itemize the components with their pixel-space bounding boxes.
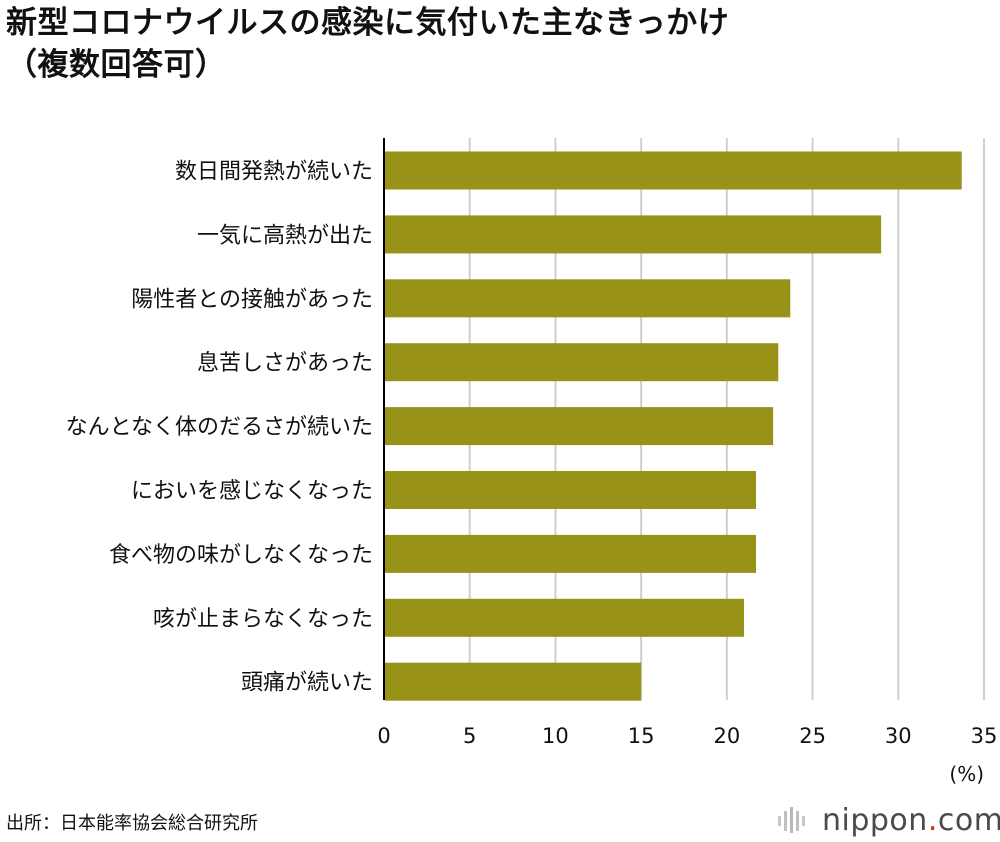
category-label: なんとなく体のだるさが続いた <box>66 415 373 440</box>
category-label: 頭痛が続いた <box>241 671 373 696</box>
x-tick-label: 35 <box>971 724 998 748</box>
bar-chart: 数日間発熱が続いた一気に高熱が出た陽性者との接触があった息苦しさがあったなんとな… <box>66 138 997 786</box>
title-line-2: （複数回答可） <box>6 47 227 83</box>
bar <box>385 598 744 637</box>
category-label: 咳が止まらなくなった <box>153 607 373 632</box>
bar <box>385 662 642 701</box>
category-label: 息苦しさがあった <box>197 351 373 376</box>
x-tick-label: 20 <box>713 724 740 748</box>
bar <box>385 151 962 190</box>
category-label: においを感じなくなった <box>131 479 373 504</box>
bar <box>385 279 791 318</box>
logo-name: nippon <box>822 802 928 838</box>
bar <box>385 471 756 509</box>
x-axis-ticks: 0 5 10 15 20 25 30 35 <box>377 724 997 748</box>
x-tick-label: 10 <box>542 724 569 748</box>
x-tick-label: 0 <box>377 724 390 748</box>
nippon-com-logo: nippon.com <box>776 800 1000 840</box>
chart-title: 新型コロナウイルスの感染に気付いた主なきっかけ （複数回答可） <box>6 2 986 86</box>
x-axis-unit-label: (%) <box>949 762 984 786</box>
logo-wordmark: nippon.com <box>822 803 1000 838</box>
bar <box>385 407 774 446</box>
x-tick-label: 25 <box>799 724 826 748</box>
logo-domain: com <box>937 802 1000 838</box>
title-line-1: 新型コロナウイルスの感染に気付いた主なきっかけ <box>6 5 730 41</box>
x-tick-label: 5 <box>463 724 476 748</box>
category-labels: 数日間発熱が続いた一気に高熱が出た陽性者との接触があった息苦しさがあったなんとな… <box>66 160 373 696</box>
category-label: 陽性者との接触があった <box>131 287 373 312</box>
category-label: 食べ物の味がしなくなった <box>109 543 373 568</box>
category-label: 一気に高熱が出た <box>197 223 373 248</box>
source-note: 出所：日本能率協会総合研究所 <box>6 813 258 834</box>
x-tick-label: 30 <box>885 724 912 748</box>
bars <box>385 151 962 701</box>
bar <box>385 534 756 573</box>
category-label: 数日間発熱が続いた <box>175 160 373 185</box>
nippon-logo-icon <box>778 807 805 833</box>
x-tick-label: 15 <box>628 724 655 748</box>
bar <box>385 215 882 254</box>
bar <box>385 343 779 382</box>
logo-dot: . <box>927 802 938 838</box>
